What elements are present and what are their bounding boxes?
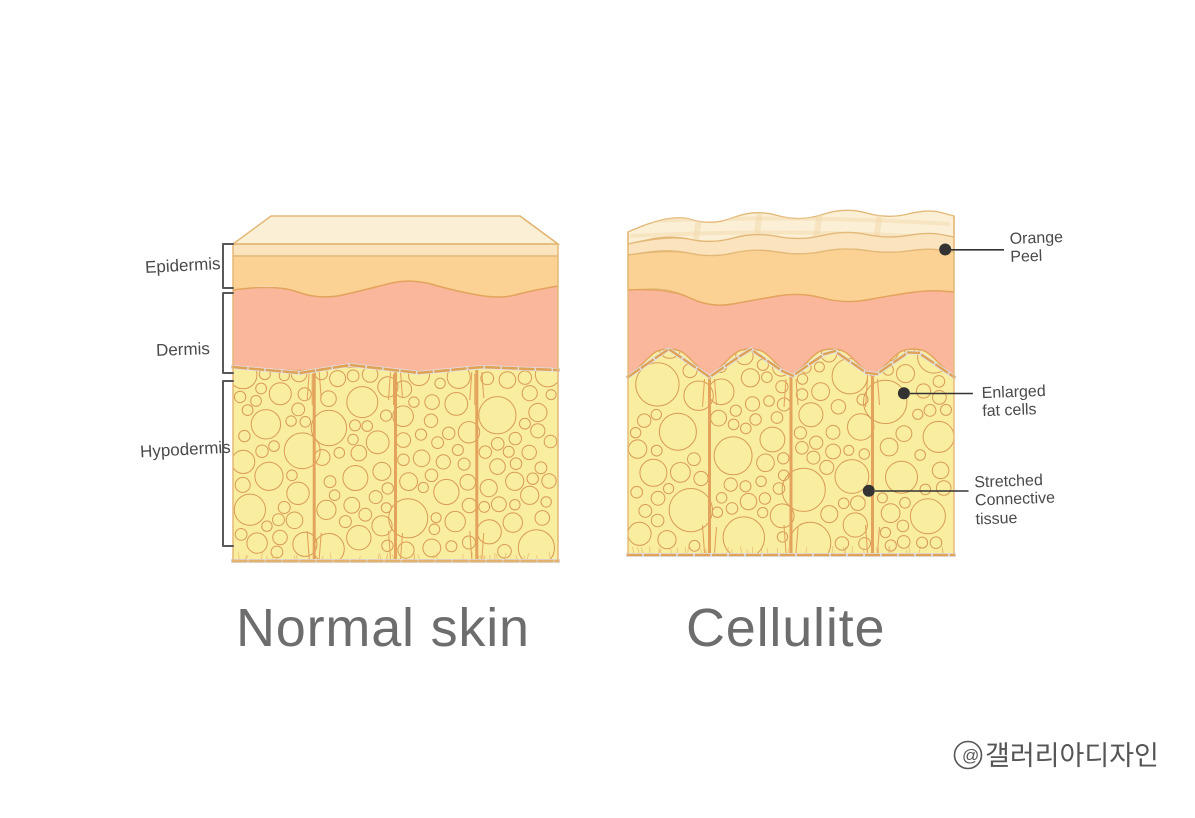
svg-text:갤러리아디자인: 갤러리아디자인: [985, 741, 1159, 771]
svg-text:@: @: [962, 746, 979, 765]
